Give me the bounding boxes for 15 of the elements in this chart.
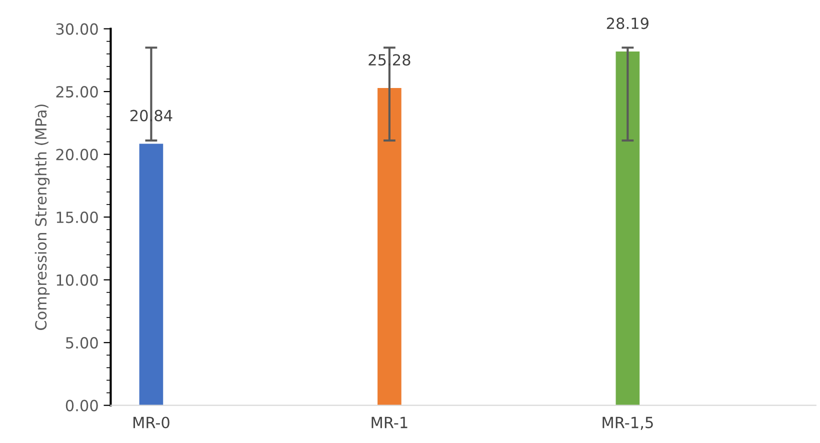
bar — [616, 52, 640, 406]
bar — [378, 88, 402, 406]
y-tick-label: 0.00 — [66, 400, 98, 412]
y-tick-label: 25.00 — [56, 86, 98, 98]
y-axis-title: Compression Strenghth (MPa) — [34, 104, 50, 330]
bar — [139, 144, 164, 406]
data-label: 28.19 — [606, 18, 648, 30]
x-tick-label: MR-1,5 — [602, 416, 653, 430]
x-tick-label: MR-1 — [372, 416, 408, 428]
y-tick-label: 15.00 — [56, 212, 98, 224]
y-tick-label: 10.00 — [56, 274, 98, 286]
y-tick-label: 30.00 — [56, 23, 98, 35]
y-tick-label: 20.00 — [56, 148, 98, 160]
y-tick-label: 5.00 — [66, 337, 98, 349]
x-tick-label: MR-0 — [133, 416, 170, 428]
